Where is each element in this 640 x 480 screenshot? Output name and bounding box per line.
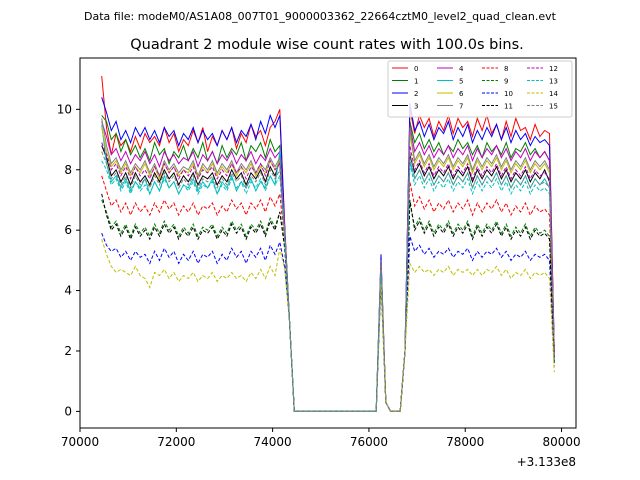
series-layer xyxy=(101,76,555,412)
legend-label-6: 6 xyxy=(459,90,464,98)
legend-label-9: 9 xyxy=(504,78,508,86)
legend-label-4: 4 xyxy=(459,65,464,73)
series-line-10 xyxy=(101,233,555,412)
legend-label-1: 1 xyxy=(414,78,418,86)
series-line-3 xyxy=(101,145,555,412)
y-tick-label: 8 xyxy=(64,163,72,177)
legend-label-10: 10 xyxy=(504,90,513,98)
legend-label-12: 12 xyxy=(549,65,558,73)
data-file-label: Data file: modeM0/AS1A08_007T01_90000033… xyxy=(84,10,557,23)
legend-box xyxy=(387,60,573,118)
series-line-15 xyxy=(101,151,555,412)
legend-label-3: 3 xyxy=(414,103,418,111)
series-line-0 xyxy=(101,76,555,412)
legend-label-0: 0 xyxy=(414,65,418,73)
series-line-12 xyxy=(101,142,555,412)
legend-label-2: 2 xyxy=(414,90,418,98)
series-line-11 xyxy=(101,193,555,412)
chart-title: Quadrant 2 module wise count rates with … xyxy=(130,37,524,53)
legend-label-8: 8 xyxy=(504,65,508,73)
legend-label-15: 15 xyxy=(549,103,558,111)
y-tick-label: 2 xyxy=(64,344,72,358)
legend-label-5: 5 xyxy=(459,78,463,86)
x-tick-label: 72000 xyxy=(157,435,195,449)
series-line-14 xyxy=(101,239,555,412)
legend-label-7: 7 xyxy=(459,103,463,111)
x-tick-label: 74000 xyxy=(254,435,292,449)
x-tick-label: 78000 xyxy=(446,435,484,449)
y-tick-label: 6 xyxy=(64,223,72,237)
legend-label-11: 11 xyxy=(504,103,513,111)
x-offset-label: +3.133e8 xyxy=(517,455,576,469)
x-axis: 70000 72000 74000 76000 78000 80000 xyxy=(61,428,581,449)
series-line-9 xyxy=(101,199,555,412)
series-line-8 xyxy=(101,175,555,412)
series-line-13 xyxy=(101,160,555,412)
x-tick-label: 76000 xyxy=(350,435,388,449)
plot-frame xyxy=(79,57,577,429)
y-axis: 0 2 4 6 8 10 xyxy=(57,102,80,418)
y-tick-label: 10 xyxy=(57,102,72,116)
series-line-4 xyxy=(101,121,555,412)
y-tick-label: 0 xyxy=(64,404,72,418)
y-tick-label: 4 xyxy=(64,284,72,298)
x-tick-label: 70000 xyxy=(61,435,99,449)
legend-label-14: 14 xyxy=(549,90,558,98)
legend-label-13: 13 xyxy=(549,78,558,86)
x-tick-label: 80000 xyxy=(542,435,580,449)
